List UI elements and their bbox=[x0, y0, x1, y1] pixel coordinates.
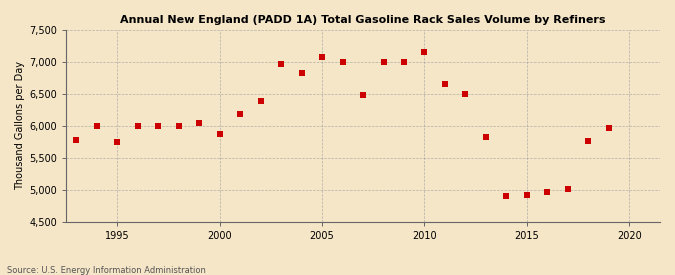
Y-axis label: Thousand Gallons per Day: Thousand Gallons per Day bbox=[15, 61, 25, 190]
Point bbox=[542, 190, 553, 194]
Point bbox=[399, 60, 410, 64]
Point bbox=[358, 92, 369, 97]
Point bbox=[235, 112, 246, 117]
Point bbox=[562, 187, 573, 191]
Point bbox=[460, 92, 471, 96]
Point bbox=[71, 138, 82, 142]
Point bbox=[522, 193, 533, 197]
Point bbox=[91, 124, 102, 128]
Point bbox=[173, 124, 184, 128]
Point bbox=[296, 71, 307, 76]
Point bbox=[275, 62, 286, 67]
Point bbox=[317, 55, 327, 60]
Point bbox=[194, 121, 205, 125]
Point bbox=[132, 124, 143, 129]
Text: Source: U.S. Energy Information Administration: Source: U.S. Energy Information Administ… bbox=[7, 266, 206, 275]
Point bbox=[439, 82, 450, 86]
Point bbox=[337, 60, 348, 64]
Point bbox=[583, 139, 594, 143]
Point bbox=[255, 99, 266, 103]
Point bbox=[419, 50, 430, 54]
Point bbox=[214, 131, 225, 136]
Point bbox=[378, 60, 389, 64]
Point bbox=[153, 124, 163, 128]
Point bbox=[481, 134, 491, 139]
Title: Annual New England (PADD 1A) Total Gasoline Rack Sales Volume by Refiners: Annual New England (PADD 1A) Total Gasol… bbox=[120, 15, 605, 25]
Point bbox=[112, 140, 123, 144]
Point bbox=[501, 194, 512, 198]
Point bbox=[603, 126, 614, 131]
